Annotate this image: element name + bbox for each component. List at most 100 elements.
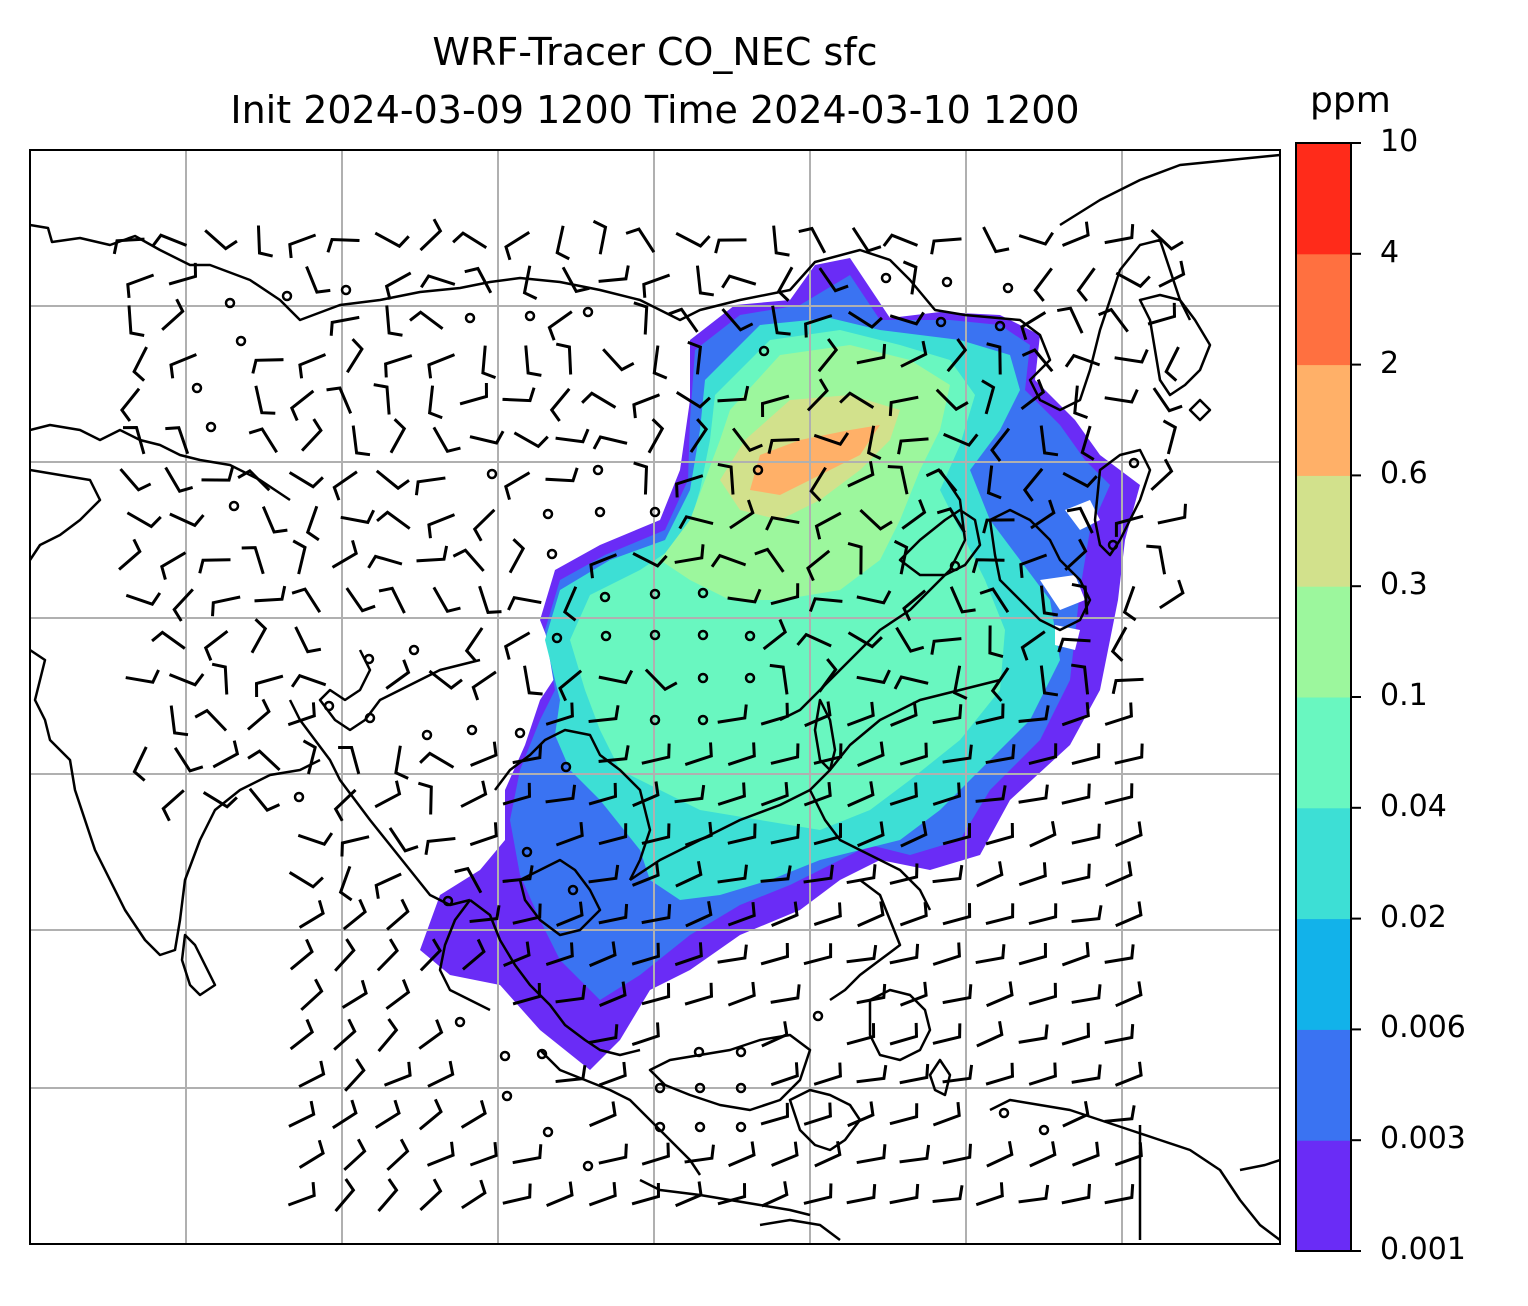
wind-barb-212 (1071, 582, 1089, 615)
wind-barb-138 (504, 471, 531, 501)
calm-wind-marker-15 (546, 548, 558, 560)
wind-barb-365 (1028, 903, 1058, 926)
wind-barb-45 (127, 305, 145, 337)
wind-barb-94 (632, 393, 661, 419)
wind-barb-184 (710, 553, 747, 568)
wind-barb-270 (247, 749, 281, 772)
wind-barb-64 (251, 358, 284, 374)
wind-barb-389 (341, 979, 368, 1009)
wind-barb-332 (338, 865, 353, 902)
wind-barb-112 (389, 418, 407, 454)
wind-barb-261 (890, 701, 918, 727)
wind-barb-435 (332, 1099, 358, 1130)
wind-barb-30 (420, 274, 456, 289)
wind-barb-173 (198, 558, 231, 574)
calm-wind-marker-7 (228, 500, 240, 512)
wind-barb-120 (731, 427, 763, 453)
colorbar-tick-label: 10 (1380, 124, 1419, 159)
wind-barb-395 (684, 982, 714, 1006)
colorbar-tick-label: 0.1 (1380, 678, 1428, 713)
wind-barb-170 (1157, 503, 1187, 525)
wind-barb-117 (592, 435, 628, 450)
wind-barb-177 (367, 554, 403, 569)
wind-barb-242 (769, 663, 789, 695)
wind-barb-344 (932, 864, 964, 884)
wind-barb-167 (1030, 499, 1056, 530)
calm-wind-marker-42 (364, 712, 376, 724)
wind-barb-473 (588, 1181, 617, 1207)
wind-barb-70 (524, 345, 542, 377)
wind-barb-71 (555, 342, 573, 375)
calm-wind-marker-51 (454, 1016, 466, 1028)
wind-barb-201 (478, 585, 502, 614)
wind-barb-297 (502, 782, 532, 806)
wind-barb-163 (859, 508, 893, 531)
wind-barb-140 (633, 461, 649, 495)
wind-barb-36 (695, 265, 715, 297)
wind-barb-131 (164, 466, 194, 493)
wind-barb-438 (460, 1099, 487, 1129)
wind-barb-343 (889, 863, 919, 885)
wind-barb-421 (383, 1061, 412, 1087)
wind-barb-377 (674, 942, 703, 967)
wind-barb-125 (943, 432, 979, 447)
wind-barb-178 (416, 545, 449, 563)
colorbar-tick-label: 0.003 (1380, 1121, 1466, 1157)
wind-barb-53 (721, 308, 754, 332)
calm-wind-marker-26 (744, 672, 756, 684)
wind-barb-301 (674, 784, 706, 804)
wind-barb-474 (631, 1182, 661, 1206)
wind-barb-186 (806, 549, 831, 582)
wind-barb-362 (899, 901, 928, 927)
wind-barb-5 (288, 233, 317, 259)
wind-barb-83 (1164, 346, 1180, 382)
wind-barb-207 (856, 590, 892, 605)
coastline-segment-1 (30, 223, 1192, 412)
wind-barb-89 (427, 385, 443, 420)
wind-barb-205 (770, 583, 800, 606)
wind-barb-7 (374, 231, 410, 249)
wind-barb-380 (803, 943, 833, 966)
wind-barb-153 (261, 506, 288, 534)
wind-barb-291 (202, 791, 238, 809)
wind-barb-39 (818, 267, 849, 293)
wind-barb-181 (589, 553, 618, 579)
wind-barb-202 (507, 596, 542, 611)
wind-barb-358 (727, 901, 756, 927)
wind-barb-340 (760, 865, 792, 883)
wind-barb-271 (302, 739, 317, 775)
wind-barb-219 (464, 627, 484, 662)
colorbar-tick-label: 0.6 (1380, 456, 1428, 492)
wind-barb-144 (847, 460, 875, 488)
wind-barb-350 (342, 898, 367, 931)
wind-barb-86 (289, 389, 315, 422)
wind-barb-116 (555, 428, 590, 444)
wind-barb-213 (1122, 585, 1137, 622)
wind-barb-280 (727, 742, 756, 766)
wind-barb-305 (847, 781, 875, 808)
wind-barb-310 (1061, 783, 1091, 805)
wind-barb-122 (813, 432, 850, 446)
wind-barb-91 (502, 387, 536, 403)
wind-barb-123 (866, 425, 882, 461)
wind-barb-318 (598, 823, 628, 846)
wind-barb-471 (502, 1183, 532, 1205)
wind-barb-272 (338, 746, 361, 775)
wind-barb-450 (426, 1141, 455, 1167)
wind-barb-214 (1159, 579, 1185, 610)
wind-barb-165 (936, 507, 966, 534)
wind-barb-391 (512, 982, 542, 1006)
colorbar-swatch-10 (1296, 143, 1351, 255)
wind-barb-63 (169, 353, 197, 379)
wind-barb-252 (194, 708, 228, 732)
wind-barb-232 (211, 662, 229, 695)
colorbar-tick-label: 0.001 (1380, 1232, 1466, 1267)
wind-barb-72 (602, 348, 635, 372)
wind-barb-13 (625, 227, 656, 253)
wind-barb-346 (1018, 862, 1047, 887)
wind-barb-204 (727, 588, 762, 604)
wind-barb-197 (291, 587, 322, 613)
wind-barb-464 (1071, 1141, 1100, 1167)
wind-barb-215 (151, 630, 186, 650)
coastline-segment-16 (829, 879, 902, 1002)
